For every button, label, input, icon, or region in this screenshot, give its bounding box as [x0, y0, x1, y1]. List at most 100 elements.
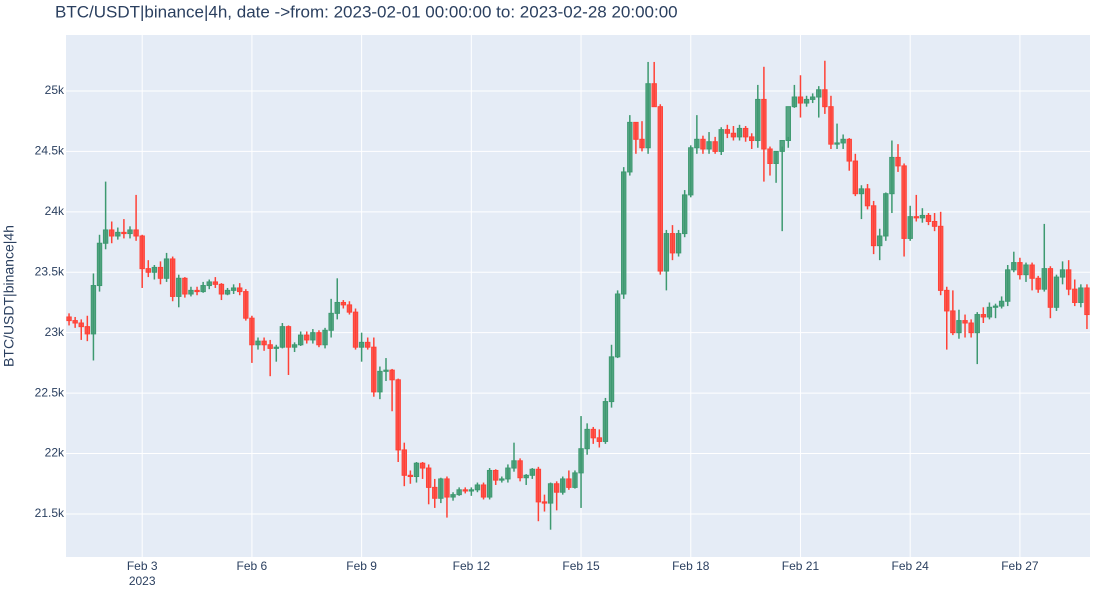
- candle-body: [316, 332, 322, 346]
- candle-body: [767, 148, 773, 164]
- candle-body: [444, 478, 450, 498]
- candle-body: [639, 138, 645, 149]
- candle-body: [505, 467, 511, 480]
- candle-body: [944, 289, 950, 312]
- candle-body: [334, 301, 340, 314]
- candle-body: [651, 83, 657, 108]
- candle-body: [925, 214, 932, 222]
- candle-body: [913, 216, 919, 219]
- candle-body: [633, 121, 639, 140]
- candle-body: [340, 301, 347, 306]
- candle-body: [596, 437, 603, 442]
- candle-body: [1084, 287, 1090, 316]
- candle-body: [895, 156, 901, 167]
- y-axis-title: BTC/USDT|binance|4h: [1, 225, 17, 367]
- candle-body: [291, 344, 298, 348]
- candle-body: [590, 428, 596, 439]
- candle-body: [864, 188, 871, 207]
- candle-body: [846, 138, 852, 162]
- x-tick-label: Feb 24: [892, 559, 930, 573]
- candle-body: [547, 483, 554, 504]
- candle-body: [1017, 262, 1023, 276]
- candle-body: [365, 341, 371, 348]
- candle-body: [712, 141, 718, 152]
- candle-body: [1065, 269, 1072, 290]
- x-tick-label: Feb 6: [237, 559, 268, 573]
- candle-body: [822, 89, 828, 108]
- chart-title: BTC/USDT|binance|4h, date ->from: 2023-0…: [55, 2, 678, 21]
- candle-body: [621, 171, 627, 295]
- x-tick-label: Feb 9: [346, 559, 377, 573]
- candle-body: [273, 346, 279, 349]
- candle-body: [109, 229, 115, 237]
- candle-body: [803, 98, 810, 104]
- candle-body: [627, 121, 633, 173]
- candle-body: [535, 468, 542, 503]
- candle-body: [1029, 264, 1035, 279]
- candle-body: [480, 484, 487, 498]
- candle-body: [889, 156, 895, 195]
- candle-body: [96, 242, 103, 287]
- candle-body: [133, 229, 139, 237]
- candle-body: [541, 501, 548, 504]
- candle-body: [980, 314, 987, 318]
- candle-body: [151, 266, 158, 273]
- x-tick-label: Feb 18: [672, 559, 710, 573]
- candle-body: [493, 469, 499, 481]
- candle-body: [66, 316, 72, 322]
- candle-body: [791, 96, 798, 108]
- candle-body: [761, 98, 767, 150]
- candle-body: [499, 478, 505, 481]
- candle-body: [584, 428, 590, 450]
- candle-body: [809, 96, 816, 100]
- candle-body: [346, 304, 353, 313]
- grid: [66, 35, 1090, 557]
- candle-body: [614, 293, 621, 358]
- candle-body: [974, 314, 980, 334]
- candle-body: [840, 138, 846, 144]
- x-tick-label: Feb 15: [562, 559, 600, 573]
- candle-body: [450, 494, 456, 498]
- candle-body: [78, 322, 84, 328]
- candle-body: [931, 220, 938, 227]
- candle-body: [267, 344, 273, 349]
- candle-body: [194, 289, 200, 293]
- candle-body: [1023, 264, 1029, 276]
- candle-body: [169, 258, 176, 297]
- candle-body: [419, 462, 426, 469]
- x-tick-label: Feb 3: [127, 559, 158, 573]
- candle-body: [523, 474, 529, 479]
- candle-body: [462, 489, 468, 492]
- candle-body: [572, 472, 578, 488]
- candle-body: [834, 142, 840, 145]
- y-tick-label: 24k: [45, 204, 65, 218]
- candle-body: [371, 346, 377, 393]
- candle-body: [425, 467, 432, 488]
- candle-body: [919, 214, 926, 219]
- candle-body: [602, 401, 609, 442]
- candle-body: [407, 474, 414, 478]
- candle-body: [413, 462, 420, 478]
- candle-body: [785, 106, 791, 142]
- candle-body: [297, 334, 304, 346]
- y-tick-label: 24.5k: [35, 144, 65, 158]
- candle-body: [529, 468, 535, 476]
- candle-body: [72, 320, 78, 324]
- x-tick-label: Feb 12: [453, 559, 491, 573]
- candle-body: [328, 312, 334, 331]
- candle-body: [736, 127, 743, 138]
- candle-body: [858, 188, 865, 195]
- candle-body: [877, 235, 883, 247]
- candle-body: [688, 147, 694, 196]
- candle-body: [389, 369, 395, 381]
- candle-body: [383, 369, 389, 372]
- x-year-label: 2023: [129, 574, 156, 588]
- y-tick-label: 21.5k: [35, 506, 65, 520]
- candle-body: [669, 233, 676, 254]
- candle-body: [176, 277, 182, 297]
- candle-body: [907, 216, 913, 239]
- candle-body: [742, 127, 749, 138]
- candle-body: [749, 136, 755, 142]
- candle-body: [377, 370, 383, 393]
